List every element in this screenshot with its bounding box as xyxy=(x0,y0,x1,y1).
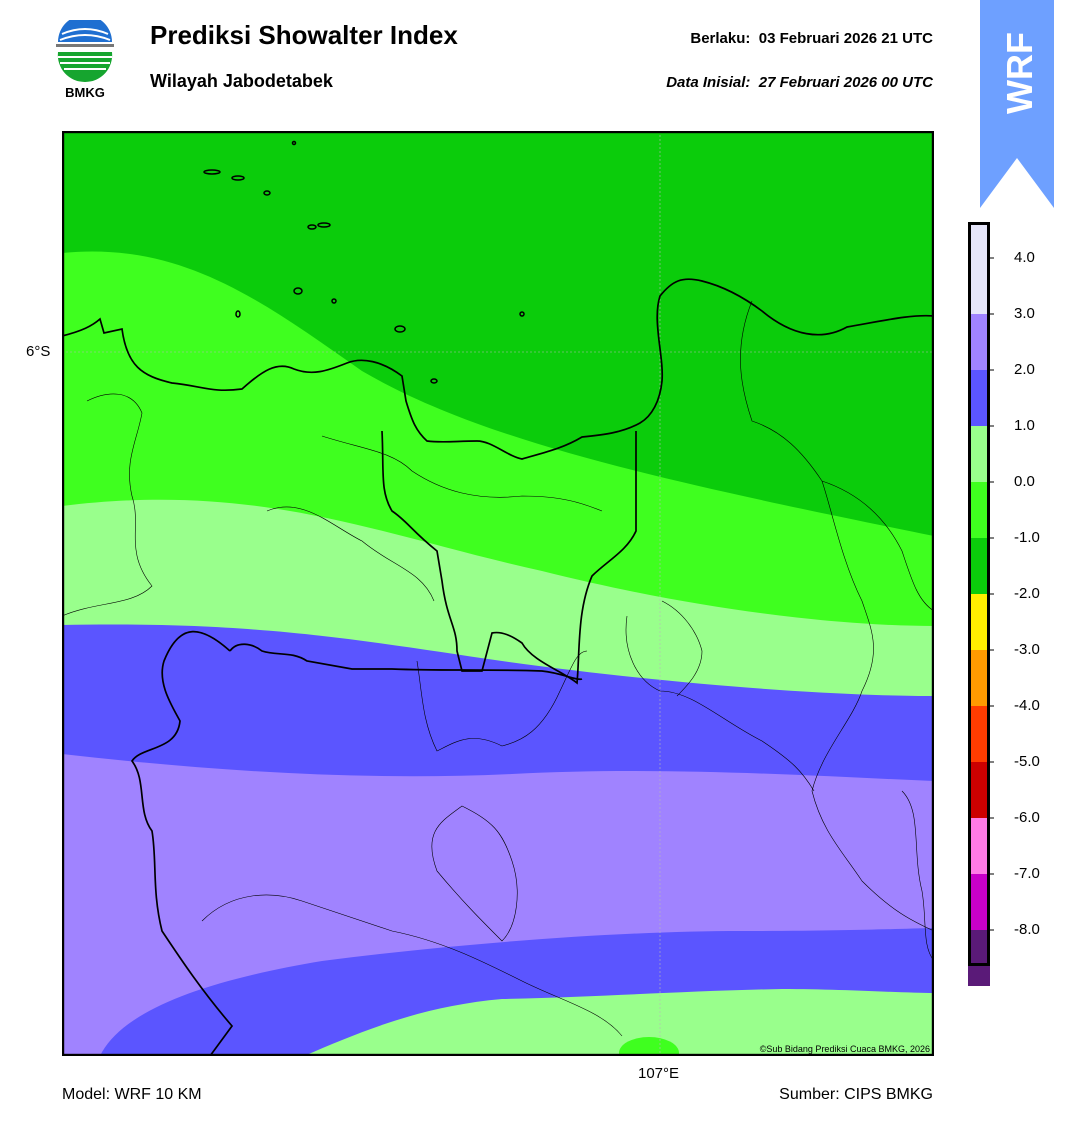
district-boundaries xyxy=(62,300,934,1037)
colorbar-segment xyxy=(968,706,990,762)
thousand-islands xyxy=(203,140,525,384)
province-boundary-banten xyxy=(130,630,234,1056)
chart-title: Prediksi Showalter Index xyxy=(150,20,458,50)
init-time-value: 27 Februari 2026 00 UTC xyxy=(758,74,933,91)
colorbar-segment xyxy=(968,650,990,706)
colorbar-segment xyxy=(968,426,990,482)
copyright-note: ©Sub Bidang Prediksi Cuaca BMKG, 2026 xyxy=(760,1044,930,1054)
colorbar-segment xyxy=(968,370,990,426)
colorbar-tick-label: 4.0 xyxy=(1014,249,1035,266)
model-info: Model: WRF 10 KM xyxy=(62,1086,202,1103)
source-info: Sumber: CIPS BMKG xyxy=(779,1086,933,1103)
bmkg-logo: BMKG xyxy=(56,20,114,100)
wrf-ribbon-text: WRF xyxy=(999,32,1040,114)
map-frame xyxy=(62,131,934,1056)
colorbar-tick-label: 3.0 xyxy=(1014,305,1035,322)
colorbar-tick-label: 2.0 xyxy=(1014,361,1035,378)
colorbar-segment-top xyxy=(968,222,990,258)
init-time: Data Inisial: 27 Februari 2026 00 UTC xyxy=(666,74,933,91)
init-time-label: Data Inisial: xyxy=(666,74,751,91)
colorbar-segment xyxy=(968,930,990,986)
colorbar-segment xyxy=(968,258,990,314)
colorbar-tick-label: -1.0 xyxy=(1014,529,1040,546)
colorbar-segment xyxy=(968,314,990,370)
colorbar-segment xyxy=(968,482,990,538)
colorbar-tick-label: 1.0 xyxy=(1014,417,1035,434)
showalter-map: ©Sub Bidang Prediksi Cuaca BMKG, 2026 xyxy=(62,131,934,1056)
colorbar-segment xyxy=(968,762,990,818)
valid-time: Berlaku: 03 Februari 2026 21 UTC xyxy=(690,30,933,47)
colorbar-tick-label: -4.0 xyxy=(1014,697,1040,714)
valid-time-label: Berlaku: xyxy=(690,30,751,47)
colorbar-tick-label: -3.0 xyxy=(1014,641,1040,658)
colorbar-segment xyxy=(968,594,990,650)
latitude-label: 6°S xyxy=(26,343,51,360)
colorbar-tick-label: -6.0 xyxy=(1014,809,1040,826)
colorbar-frame xyxy=(968,222,990,966)
colorbar-tick-label: 0.0 xyxy=(1014,473,1035,490)
band-light-green-south xyxy=(304,989,934,1056)
colorbar-tick-label: -8.0 xyxy=(1014,921,1040,938)
province-boundary-jakarta xyxy=(381,430,637,685)
province-boundary-west-java xyxy=(229,643,583,681)
colorbar-segment xyxy=(968,874,990,930)
colorbar-segment xyxy=(968,818,990,874)
colorbar-tick-label: -2.0 xyxy=(1014,585,1040,602)
wrf-ribbon: WRF xyxy=(980,0,1054,208)
colorbar-tick-label: -7.0 xyxy=(1014,865,1040,882)
colorbar-tick-label: -5.0 xyxy=(1014,753,1040,770)
band-green-south xyxy=(619,1037,679,1056)
longitude-label: 107°E xyxy=(638,1065,680,1082)
coastline xyxy=(62,278,934,460)
colorbar-segment xyxy=(968,538,990,594)
region-subtitle: Wilayah Jabodetabek xyxy=(150,71,333,91)
logo-text: BMKG xyxy=(65,85,105,100)
valid-time-value: 03 Februari 2026 21 UTC xyxy=(758,30,933,47)
colorbar xyxy=(968,222,994,986)
